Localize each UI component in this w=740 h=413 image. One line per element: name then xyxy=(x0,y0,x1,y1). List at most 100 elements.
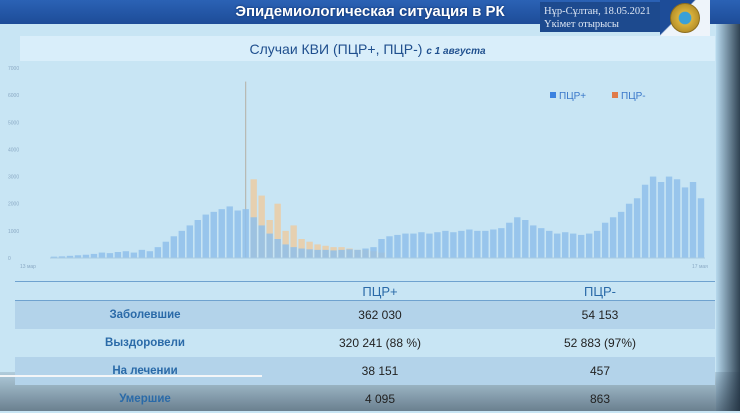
chart-title-since: с 1 августа xyxy=(426,46,486,57)
bar-pcr-pos xyxy=(330,250,337,258)
bar-pcr-pos xyxy=(625,203,633,258)
bar-pcr-pos xyxy=(490,229,497,258)
bar-pcr-pos xyxy=(138,249,146,258)
x-end-label: 17 мая xyxy=(692,264,708,270)
bar-pcr-pos xyxy=(665,176,673,258)
bar-pcr-pos xyxy=(482,230,489,258)
bar-pcr-pos xyxy=(442,230,449,258)
bar-pcr-pos xyxy=(362,248,369,258)
bar-pcr-neg xyxy=(245,81,247,258)
slide-title: Эпидемиологическая ситуация в РК xyxy=(235,3,505,20)
bar-pcr-pos xyxy=(282,244,289,258)
pcr-neg-value: 54 153 xyxy=(581,308,619,322)
pcr-pos-value: 320 241 (88 %) xyxy=(338,336,422,350)
y-tick-label: 7000 xyxy=(8,66,19,72)
bar-pcr-pos xyxy=(306,249,313,258)
bar-pcr-pos xyxy=(498,228,505,258)
bar-pcr-pos xyxy=(98,252,106,258)
bar-pcr-pos xyxy=(314,249,321,258)
bar-pcr-pos xyxy=(585,233,593,258)
bar-pcr-pos xyxy=(338,249,345,258)
legend-pcr-neg: ПЦР- xyxy=(621,91,646,102)
x-start-label: 13 мар xyxy=(20,264,36,270)
pcr-pos-value: 38 151 xyxy=(361,364,399,378)
chart-title-band: Случаи КВИ (ПЦР+, ПЦР-) с 1 августа xyxy=(20,36,715,61)
bar-pcr-pos xyxy=(593,230,601,258)
bar-pcr-pos xyxy=(66,255,74,258)
table-row: На лечении 38 151 457 xyxy=(15,357,715,385)
bar-pcr-pos xyxy=(234,210,241,258)
place-date: Нұр-Сұлтан, 18.05.2021 xyxy=(544,6,651,17)
bar-pcr-pos xyxy=(74,255,82,258)
bar-pcr-pos xyxy=(673,179,681,258)
table-row: Умершие 4 095 863 xyxy=(15,385,715,413)
bar-pcr-pos xyxy=(426,233,433,258)
y-tick-label: 1000 xyxy=(8,229,19,235)
bar-pcr-pos xyxy=(210,211,217,258)
y-tick-label: 4000 xyxy=(8,147,19,153)
legend-swatch-pcr-pos xyxy=(550,92,556,98)
cases-chart: 0 1000 2000 3000 4000 5000 6000 7000 13 мар 17 … xyxy=(8,66,708,270)
bar-pcr-pos xyxy=(146,251,154,258)
bar-pcr-pos xyxy=(90,253,98,258)
chart-title-main: Случаи КВИ (ПЦР+, ПЦР-) xyxy=(249,41,423,57)
bar-pcr-neg xyxy=(290,225,297,258)
row-label: Выздоровели xyxy=(105,337,185,349)
bar-pcr-pos xyxy=(458,230,465,258)
bar-pcr-pos xyxy=(58,256,66,258)
bar-pcr-pos xyxy=(386,236,393,258)
bar-pcr-pos xyxy=(258,225,265,258)
bar-pcr-pos xyxy=(186,225,193,258)
bar-pcr-pos xyxy=(370,247,377,258)
legend-pcr-pos: ПЦР+ xyxy=(559,91,586,102)
y-tick-label: 0 xyxy=(8,256,11,262)
bar-pcr-pos xyxy=(82,254,90,258)
bar-pcr-pos xyxy=(170,236,178,258)
header-pcr-pos: ПЦР+ xyxy=(362,283,398,299)
table-row: Выздоровели 320 241 (88 %) 52 883 (97%) xyxy=(15,329,715,357)
bar-pcr-pos xyxy=(657,182,665,258)
row-label: Заболевшие xyxy=(109,309,181,321)
bar-pcr-pos xyxy=(689,182,697,258)
bar-pcr-pos xyxy=(122,251,130,258)
pcr-neg-value: 457 xyxy=(589,364,611,378)
frame-edge xyxy=(716,24,740,411)
bar-pcr-pos xyxy=(378,239,385,258)
pcr-pos-value: 362 030 xyxy=(358,308,402,322)
bar-pcr-pos xyxy=(434,232,441,258)
bar-pcr-pos xyxy=(202,214,209,258)
bar-pcr-pos xyxy=(418,232,425,258)
bar-pcr-pos xyxy=(178,230,185,258)
table-row: Заболевшие 362 030 54 153 xyxy=(15,301,715,329)
bar-pcr-pos xyxy=(354,249,361,258)
bar-pcr-pos xyxy=(218,209,225,258)
bar-pcr-pos xyxy=(410,233,417,258)
bar-pcr-pos xyxy=(562,232,569,258)
bar-pcr-pos xyxy=(130,252,138,258)
chart-title: Случаи КВИ (ПЦР+, ПЦР-) с 1 августа xyxy=(20,41,715,57)
bar-pcr-pos xyxy=(617,211,625,258)
video-progress-bar[interactable] xyxy=(0,375,262,377)
bar-pcr-pos xyxy=(506,222,513,258)
table-header-row: ПЦР+ ПЦР- xyxy=(15,281,715,301)
bar-pcr-pos xyxy=(570,233,577,258)
bar-pcr-pos xyxy=(242,209,249,258)
bar-pcr-pos xyxy=(290,247,297,258)
bar-pcr-neg xyxy=(274,203,281,258)
bar-pcr-pos xyxy=(681,187,689,258)
y-tick-label: 3000 xyxy=(8,175,19,181)
bar-pcr-pos xyxy=(274,239,281,258)
bar-pcr-pos xyxy=(298,248,305,258)
bar-pcr-pos xyxy=(522,220,529,258)
state-emblem-icon xyxy=(670,3,700,33)
y-tick-label: 5000 xyxy=(8,120,19,126)
legend-swatch-pcr-neg xyxy=(612,92,618,98)
pcr-neg-value: 52 883 (97%) xyxy=(563,336,637,350)
bar-pcr-pos xyxy=(466,229,473,258)
bar-pcr-pos xyxy=(450,232,457,258)
bar-pcr-pos xyxy=(697,198,705,258)
bar-pcr-pos xyxy=(601,222,609,258)
bar-pcr-pos xyxy=(226,206,233,258)
meeting-name: Үкімет отырысы xyxy=(544,19,619,30)
bar-pcr-pos xyxy=(649,176,657,258)
